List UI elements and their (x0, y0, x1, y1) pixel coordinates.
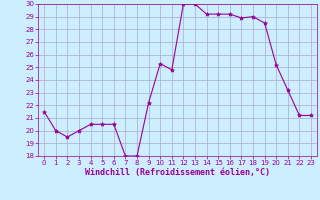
X-axis label: Windchill (Refroidissement éolien,°C): Windchill (Refroidissement éolien,°C) (85, 168, 270, 177)
